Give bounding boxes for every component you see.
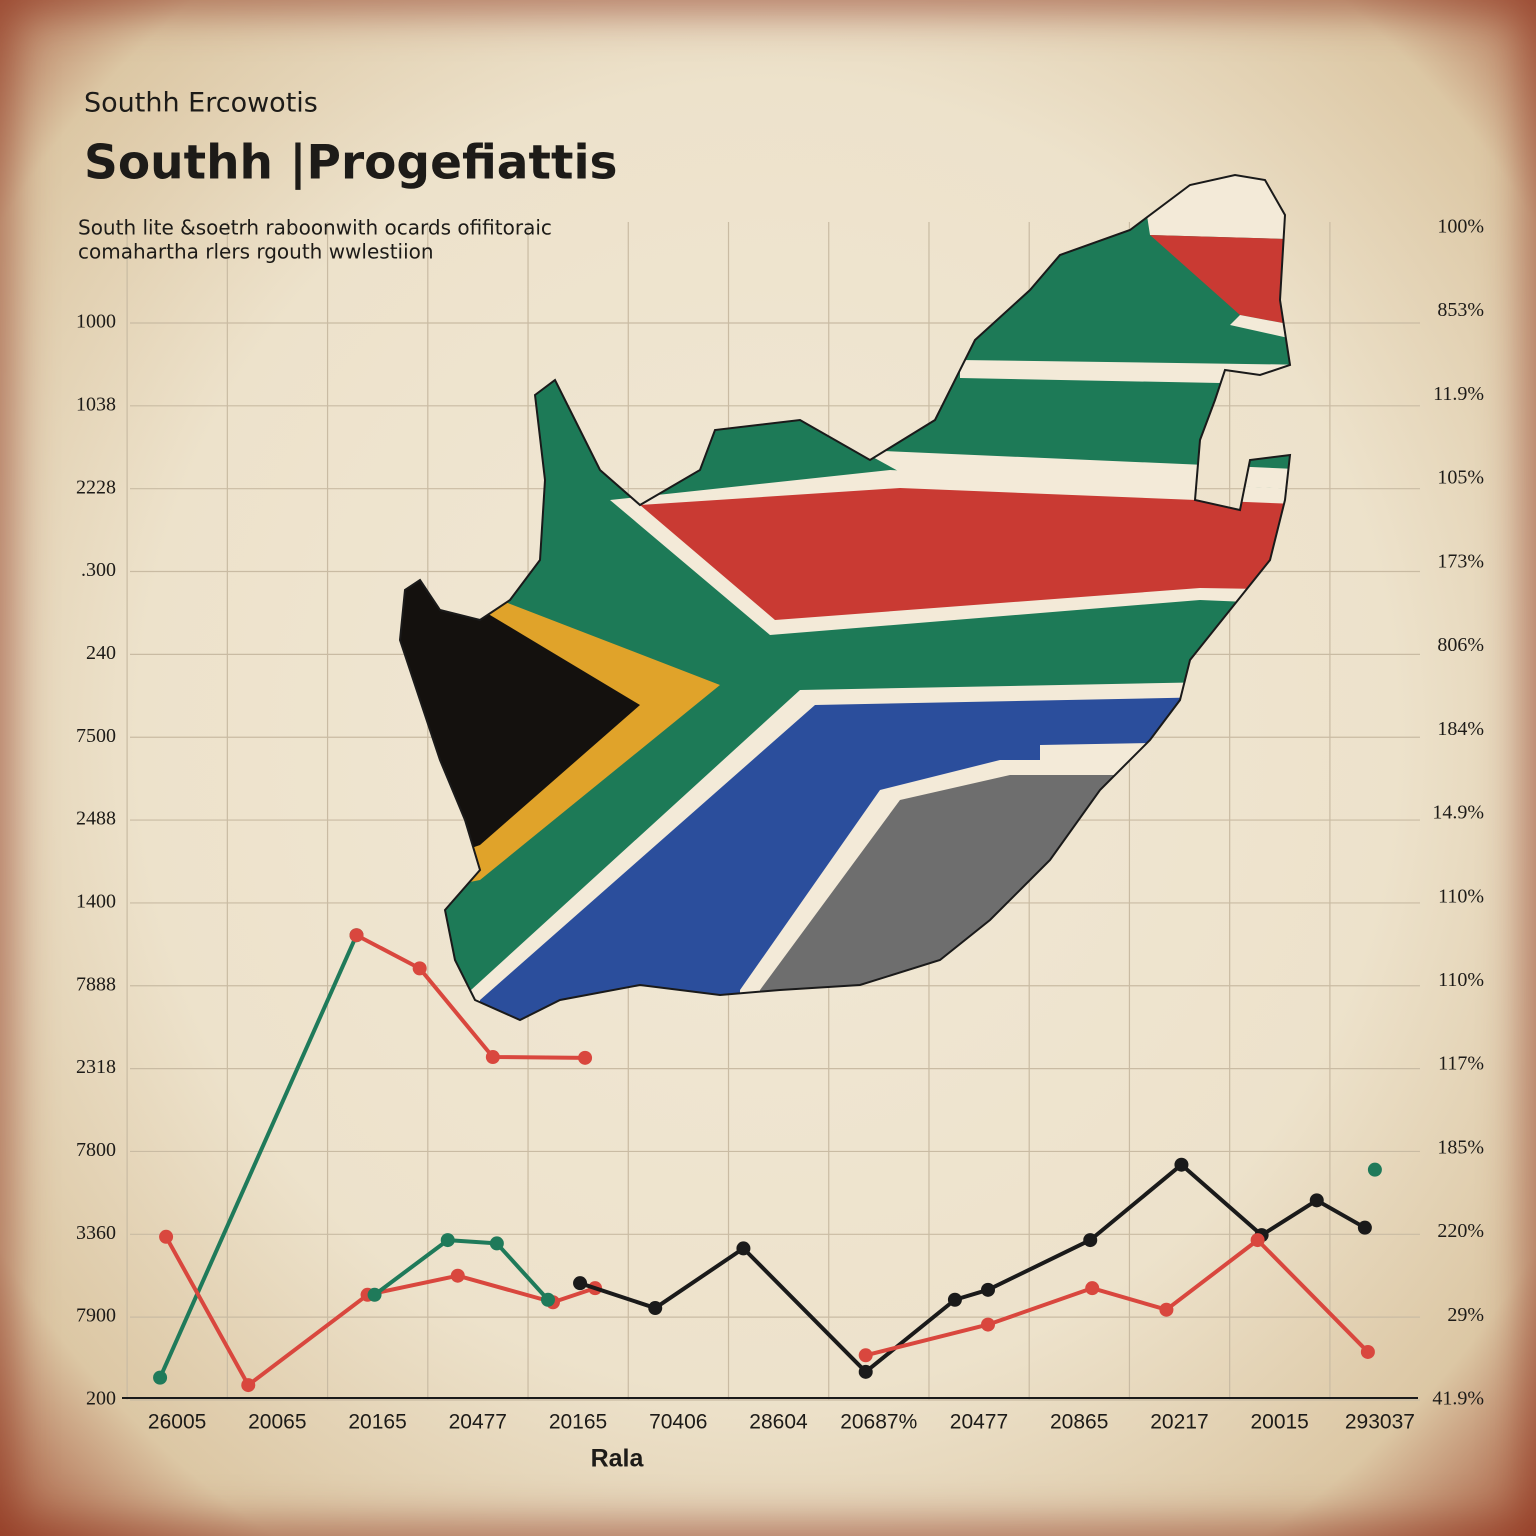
series-line [865, 1238, 1370, 1358]
x-tick-label: 20065 [248, 1411, 306, 1434]
data-point [153, 1370, 168, 1385]
y2-tick-label: 14.9% [1432, 802, 1484, 824]
y2-tick-label: 100% [1437, 216, 1484, 238]
y2-tick-label: 184% [1437, 718, 1484, 740]
data-point [736, 1241, 751, 1256]
y-tick-label: 2488 [76, 808, 116, 830]
data-point [349, 928, 364, 943]
y-tick-label: 240 [86, 642, 116, 664]
data-point [1360, 1344, 1375, 1359]
y-tick-label: 7888 [76, 973, 116, 995]
x-tick-label: 20865 [1050, 1411, 1108, 1434]
y2-tick-label: 117% [1438, 1053, 1484, 1075]
y2-tick-label: 806% [1437, 634, 1484, 656]
x-tick-label: 70406 [649, 1411, 707, 1434]
x-tick-label: 20687% [840, 1411, 917, 1434]
data-point [858, 1348, 873, 1363]
y2-tick-label: 11.9% [1433, 383, 1484, 405]
y2-tick-label: 173% [1437, 550, 1484, 572]
data-point [980, 1282, 995, 1297]
y2-tick-label: 853% [1437, 299, 1484, 321]
y2-tick-label: 185% [1437, 1136, 1484, 1158]
x-tick-label: 20165 [348, 1411, 406, 1434]
data-point [1309, 1193, 1324, 1208]
data-point [947, 1292, 962, 1307]
series-line [579, 1162, 1366, 1374]
data-point [1250, 1233, 1265, 1248]
y-tick-label: 3360 [76, 1222, 116, 1244]
y2-tick-label: 41.9% [1432, 1388, 1484, 1410]
data-point [1159, 1302, 1174, 1317]
data-point [578, 1050, 593, 1065]
x-tick-label: 20217 [1150, 1411, 1208, 1434]
y-tick-label: 2318 [76, 1056, 116, 1078]
y2-tick-label: 110% [1438, 885, 1484, 907]
data-point [648, 1301, 663, 1316]
series-line [158, 934, 359, 1379]
x-tick-label: 26005 [148, 1411, 206, 1434]
data-point [489, 1236, 504, 1251]
y-tick-label: 1038 [76, 393, 116, 415]
y-tick-label: .300 [81, 559, 116, 581]
data-point [440, 1233, 455, 1248]
x-tick-label: 20477 [950, 1411, 1008, 1434]
data-point [1357, 1220, 1372, 1235]
y-tick-label: 1400 [76, 891, 116, 913]
data-point [573, 1276, 588, 1291]
y-tick-label: 200 [86, 1388, 116, 1410]
data-point [1085, 1281, 1100, 1296]
x-axis-label: Rala [591, 1445, 645, 1473]
subtitle: comahartha rlers rgouth wwlestiion [78, 240, 434, 264]
y2-tick-label: 110% [1438, 969, 1484, 991]
data-point [540, 1292, 555, 1307]
x-tick-label: 28604 [749, 1411, 808, 1434]
y-tick-label: 7900 [76, 1305, 116, 1327]
series-line [164, 1235, 596, 1388]
x-tick-label: 20015 [1250, 1411, 1308, 1434]
data-point [1083, 1233, 1098, 1248]
x-tick-label: 20477 [449, 1411, 507, 1434]
data-point [485, 1050, 500, 1065]
data-point [241, 1378, 256, 1393]
data-point [1174, 1157, 1189, 1172]
y-tick-label: 1000 [76, 311, 116, 333]
y-tick-label: 7800 [76, 1139, 116, 1161]
data-point [159, 1229, 174, 1244]
flag-map [398, 173, 1292, 1022]
chart-title: Southh |Progefiattis [84, 136, 618, 191]
series-line [373, 1238, 550, 1302]
y-tick-label: 7500 [76, 725, 116, 747]
y2-tick-label: 220% [1437, 1220, 1484, 1242]
data-point [412, 961, 427, 976]
y2-tick-label: 105% [1437, 467, 1484, 489]
y-tick-label: 2228 [76, 476, 116, 498]
data-point [980, 1317, 995, 1332]
x-tick-label: 293037 [1345, 1411, 1415, 1434]
x-tick-label: 20165 [549, 1411, 607, 1434]
lines [153, 928, 1382, 1393]
data-point [858, 1364, 873, 1379]
data-point [450, 1268, 465, 1283]
subtitle: South lite &soetrh raboonwith ocards ofi… [78, 216, 552, 240]
series-line [355, 933, 586, 1060]
supertitle: Southh Ercowotis [84, 88, 318, 119]
data-point [367, 1287, 382, 1302]
data-point [1367, 1162, 1382, 1177]
y2-tick-label: 29% [1447, 1304, 1484, 1326]
